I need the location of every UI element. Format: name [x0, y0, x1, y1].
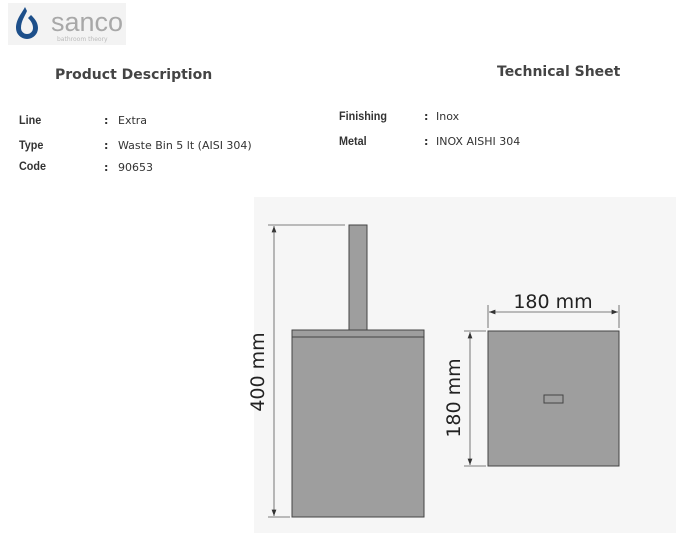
bin-handle: [348, 224, 368, 331]
height-label: 400 mm: [247, 332, 269, 411]
separator: :: [104, 161, 109, 174]
product-description-heading: Product Description: [55, 67, 213, 83]
logo-tagline: bathroom theory: [57, 36, 108, 43]
water-drop-icon: [16, 7, 38, 39]
type-value: Waste Bin 5 lt (AISI 304): [118, 139, 252, 152]
sanco-logo: sanco bathroom theory: [8, 3, 126, 45]
type-label: Type: [19, 138, 44, 152]
logo-wordmark: sanco: [51, 7, 124, 37]
width-label: 180 mm: [513, 291, 592, 313]
metal-value: INOX AISHI 304: [436, 135, 521, 148]
separator: :: [424, 110, 429, 123]
code-value: 90653: [118, 161, 153, 174]
finishing-label: Finishing: [339, 109, 387, 123]
separator: :: [424, 135, 429, 148]
finishing-value: Inox: [436, 110, 460, 123]
bin-lid: [291, 329, 425, 338]
bin-top-slot: [543, 394, 564, 404]
separator: :: [104, 114, 109, 127]
code-label: Code: [19, 159, 46, 173]
line-value: Extra: [118, 114, 148, 127]
depth-label: 180 mm: [443, 358, 465, 437]
metal-label: Metal: [339, 134, 367, 148]
separator: :: [104, 139, 109, 152]
line-label: Line: [19, 113, 42, 127]
bin-body: [291, 336, 425, 518]
technical-sheet-heading: Technical Sheet: [497, 64, 621, 80]
